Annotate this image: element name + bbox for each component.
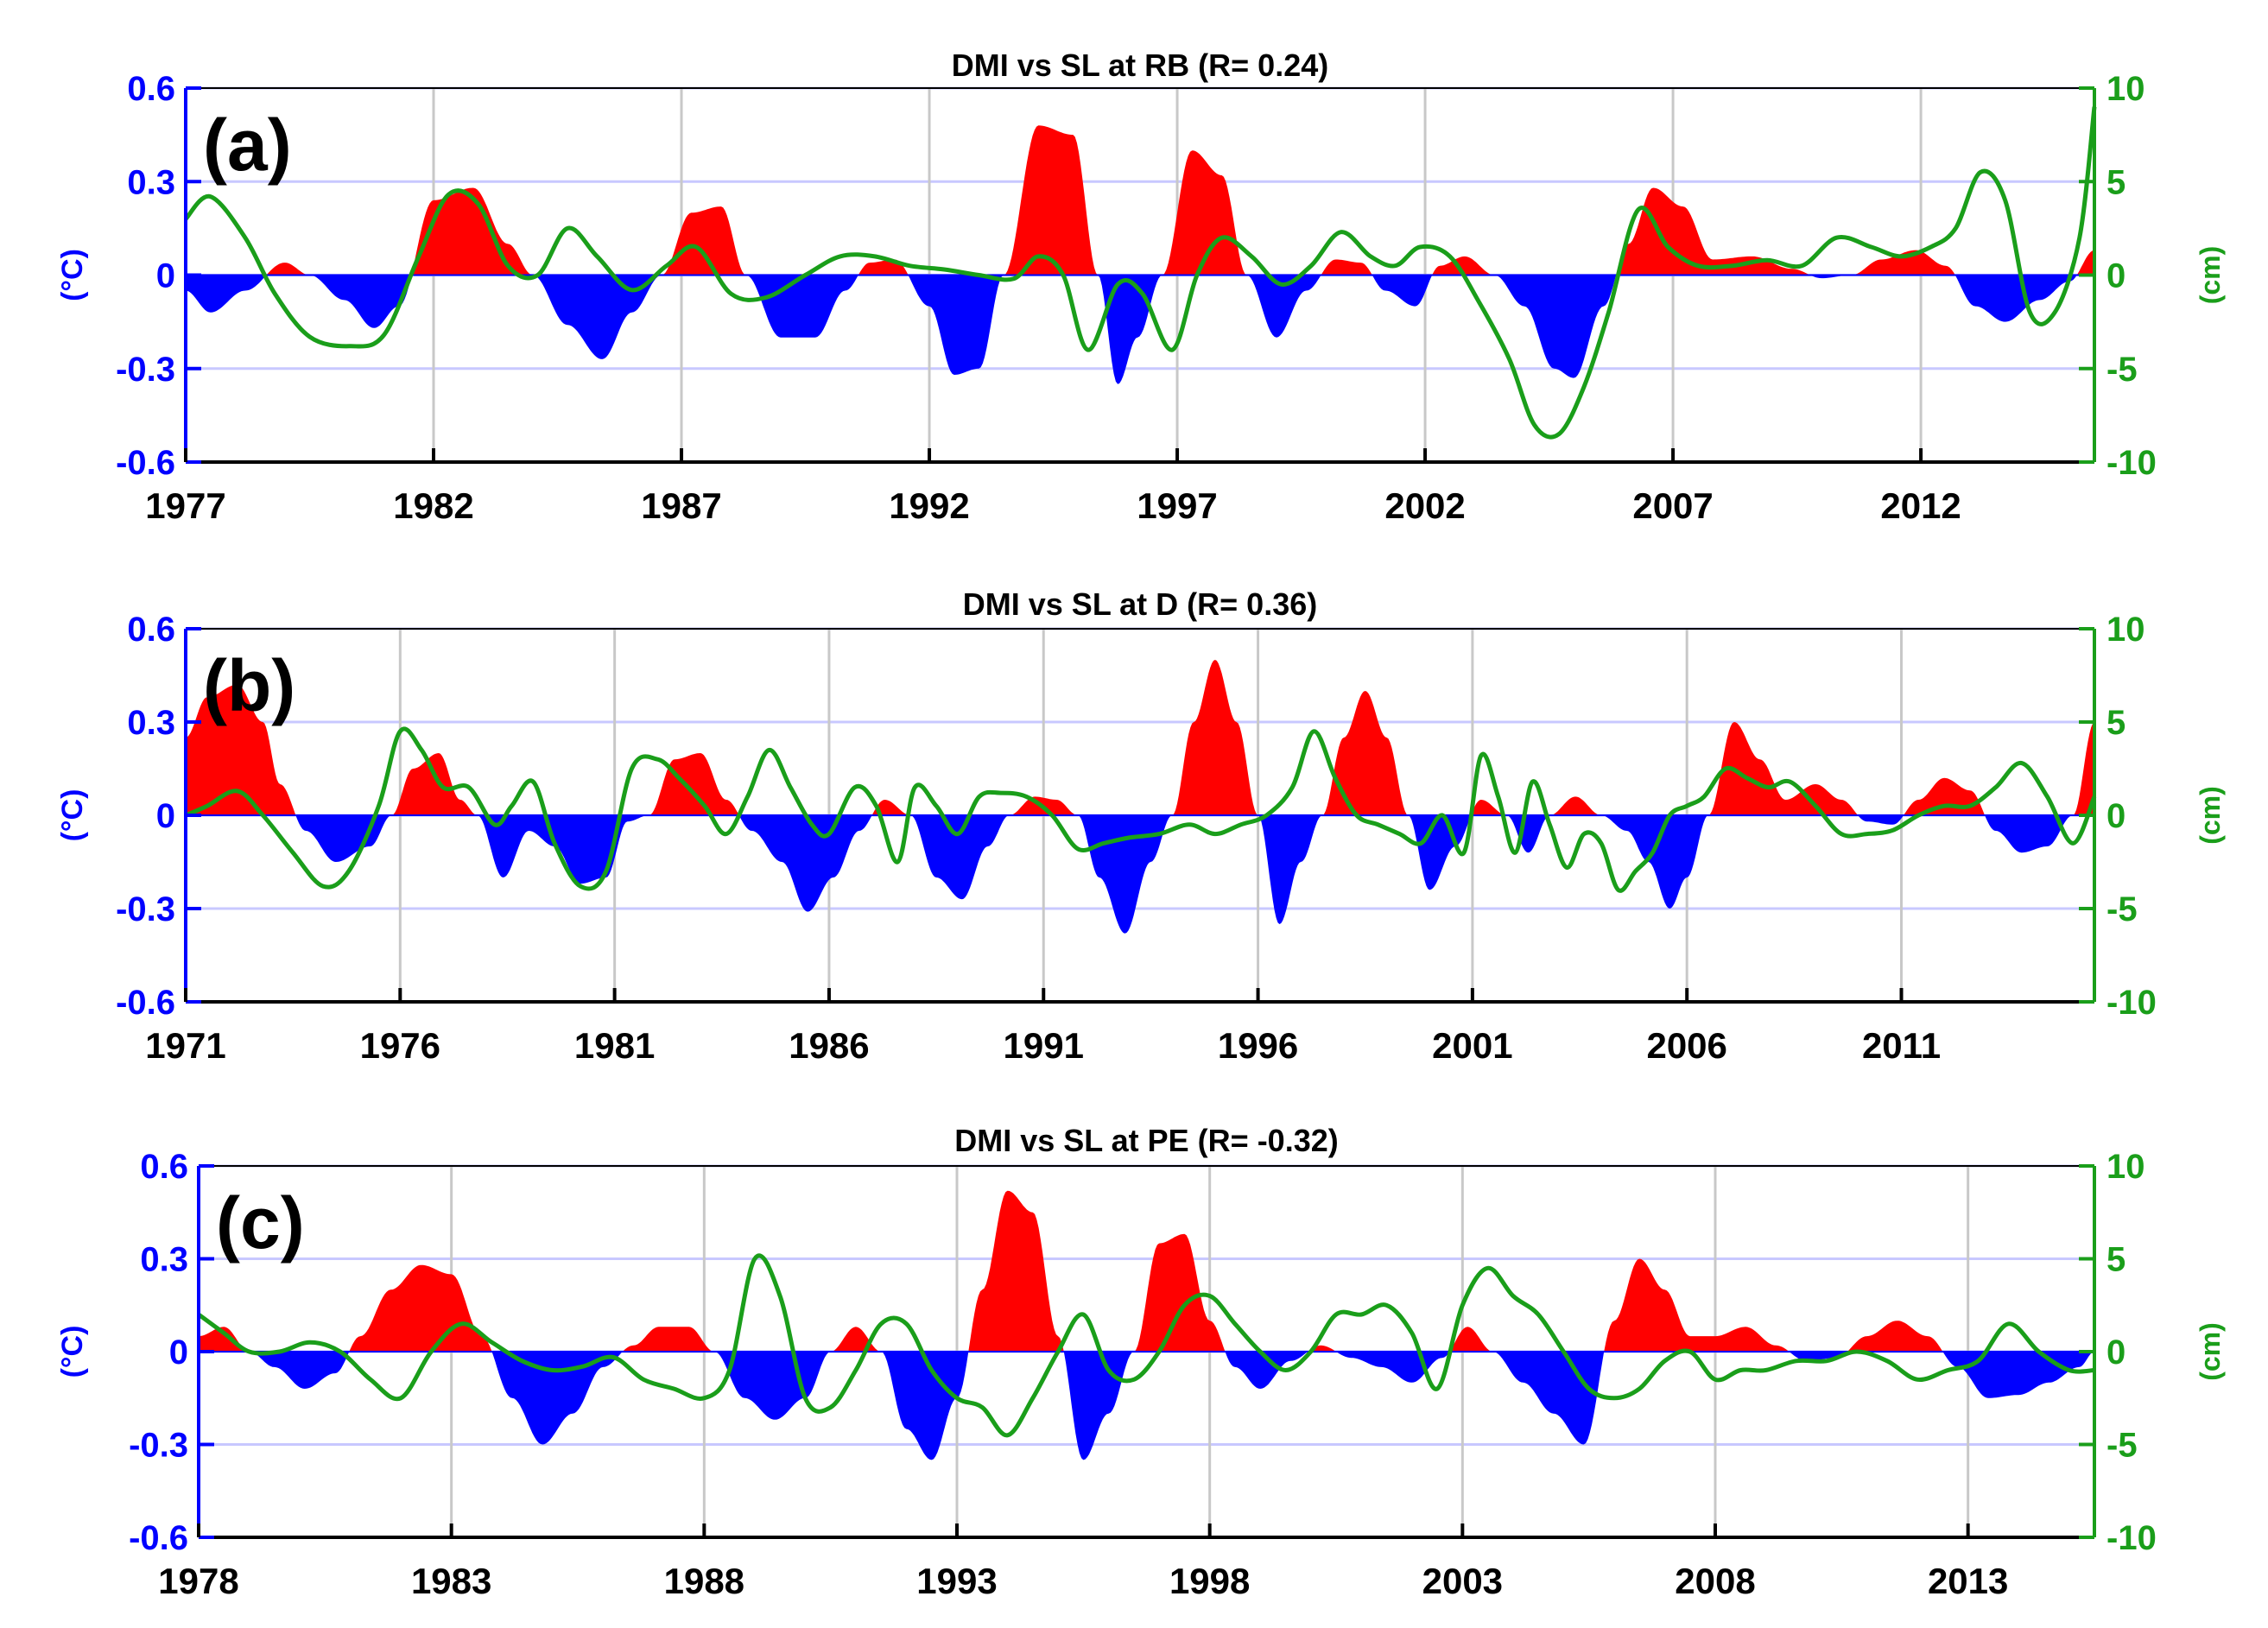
right-tick-label: 0	[2106, 797, 2125, 835]
left-tick-label: 0	[156, 257, 175, 295]
dmi-negative-area	[186, 275, 2094, 384]
right-tick-label: -5	[2106, 351, 2138, 389]
left-tick-label: 0.6	[127, 70, 175, 108]
right-tick-label: 0	[2106, 1333, 2125, 1371]
right-tick-label: 10	[2106, 1148, 2145, 1186]
x-tick-label: 2013	[1928, 1561, 2008, 1601]
x-tick-label: 1993	[916, 1561, 997, 1601]
left-tick-label: -0.6	[116, 984, 175, 1022]
x-tick-label: 1987	[641, 485, 721, 526]
x-tick-label: 1997	[1137, 485, 1217, 526]
x-tick-label: 1998	[1169, 1561, 1250, 1601]
left-tick-label: 0.3	[140, 1241, 188, 1279]
x-tick-label: 1982	[393, 485, 473, 526]
panel-label: (c)	[216, 1182, 305, 1264]
left-tick-label: 0.6	[140, 1148, 188, 1186]
x-tick-label: 1991	[1004, 1025, 1084, 1066]
panel-label: (b)	[203, 645, 295, 726]
sl-line	[184, 106, 2097, 440]
left-tick-label: 0	[156, 797, 175, 835]
right-tick-label: 5	[2106, 163, 2125, 201]
panel-1: -0.6 -0.3 0 0.3 0.6 -10 -5 0 5 10 1977 1982 1987 1992…	[56, 48, 2226, 526]
x-tick-label: 2007	[1632, 485, 1713, 526]
left-tick-label: -0.3	[116, 890, 175, 928]
x-tick-label: 1976	[360, 1025, 440, 1066]
right-tick-label: 5	[2106, 1241, 2125, 1279]
right-tick-label: -5	[2106, 890, 2138, 928]
right-axis-label: (cm)	[2195, 246, 2226, 305]
right-tick-label: -10	[2106, 984, 2157, 1022]
dmi-negative-area	[199, 1352, 2094, 1460]
x-tick-label: 1996	[1218, 1025, 1298, 1066]
dmi-positive-area	[199, 1190, 2094, 1352]
left-axis-label: (°C)	[56, 1326, 89, 1378]
x-tick-label: 2003	[1422, 1561, 1503, 1601]
left-tick-label: 0.6	[127, 611, 175, 649]
sl-line	[184, 726, 2097, 893]
panel-3: -0.6 -0.3 0 0.3 0.6 -10 -5 0 5 10 1978 1983 1988 1993…	[56, 1123, 2226, 1601]
x-tick-label: 1978	[158, 1561, 238, 1601]
right-tick-label: 5	[2106, 704, 2125, 742]
sl-line	[197, 1253, 2095, 1438]
right-tick-label: 0	[2106, 257, 2125, 295]
left-tick-label: -0.3	[129, 1427, 188, 1465]
x-tick-label: 2008	[1675, 1561, 1755, 1601]
x-tick-label: 2011	[1862, 1025, 1941, 1066]
x-tick-label: 1977	[145, 485, 225, 526]
x-tick-label: 1983	[411, 1561, 491, 1601]
left-tick-label: -0.6	[116, 444, 175, 482]
x-tick-label: 1992	[889, 485, 969, 526]
right-axis-label: (cm)	[2195, 1322, 2226, 1381]
right-axis-label: (cm)	[2195, 786, 2226, 845]
panel-title: DMI vs SL at PE (R= -0.32)	[954, 1123, 1338, 1158]
right-tick-label: 10	[2106, 70, 2145, 108]
left-tick-label: 0	[169, 1333, 188, 1371]
dmi-positive-area	[186, 125, 2094, 276]
right-tick-label: -10	[2106, 444, 2157, 482]
x-tick-label: 1988	[664, 1561, 744, 1601]
left-tick-label: 0.3	[127, 704, 175, 742]
x-tick-label: 1971	[145, 1025, 225, 1066]
right-tick-label: -10	[2106, 1519, 2157, 1557]
left-tick-label: -0.6	[129, 1519, 188, 1557]
x-tick-label: 2006	[1646, 1025, 1726, 1066]
dmi-negative-area	[186, 815, 2094, 934]
right-tick-label: -5	[2106, 1427, 2138, 1465]
panel-title: DMI vs SL at RB (R= 0.24)	[952, 48, 1328, 83]
left-axis-label: (°C)	[56, 789, 89, 842]
x-tick-label: 1981	[574, 1025, 655, 1066]
x-tick-label: 2001	[1432, 1025, 1512, 1066]
left-tick-label: -0.3	[116, 351, 175, 389]
panel-title: DMI vs SL at D (R= 0.36)	[963, 586, 1317, 622]
left-tick-label: 0.3	[127, 163, 175, 201]
x-tick-label: 2002	[1384, 485, 1465, 526]
left-axis-label: (°C)	[56, 249, 89, 301]
panel-label: (a)	[203, 105, 292, 186]
x-tick-label: 1986	[789, 1025, 869, 1066]
x-tick-label: 2012	[1880, 485, 1961, 526]
panel-2: -0.6 -0.3 0 0.3 0.6 -10 -5 0 5 10 1971 1976 1981 1986…	[56, 586, 2226, 1066]
right-tick-label: 10	[2106, 611, 2145, 649]
